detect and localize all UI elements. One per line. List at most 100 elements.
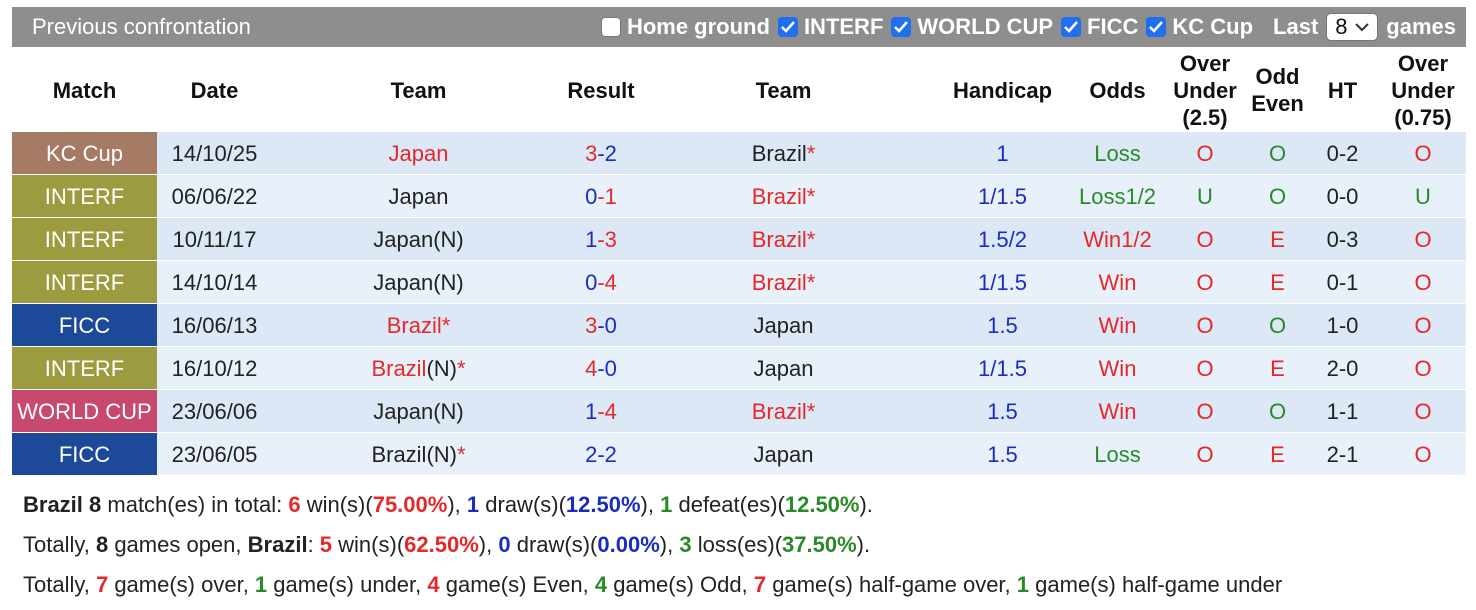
odds-cell: Win <box>1075 303 1160 347</box>
count-value: 8 <box>1335 14 1348 39</box>
summary-text: 12.50% <box>784 492 860 517</box>
games-label: games <box>1386 14 1456 39</box>
score-cell: 1-4 <box>565 389 637 433</box>
team-name: Japan <box>388 140 449 166</box>
home-team-cell: Brazil(N)* <box>272 346 565 390</box>
over-under-cell: O <box>1160 260 1250 304</box>
team-name: Brazil <box>751 398 807 424</box>
filter-label: FICC <box>1087 14 1139 39</box>
results-table: Match Date Team Result Team Handicap Odds Over … <box>12 48 1466 476</box>
team-name: Japan(N) <box>373 226 464 252</box>
table-row: FICC 16/06/13 Brazil* 3-0 Japan 1.5 Win O O 1-0 O <box>12 303 1466 347</box>
over-under-cell: O <box>1160 303 1250 347</box>
odds-cell: Win <box>1075 346 1160 390</box>
check-icon <box>894 21 909 33</box>
summary-text: draw(s)( <box>479 492 566 517</box>
score-cell: 0-1 <box>565 174 637 218</box>
ht-over-under-cell: O <box>1380 432 1466 476</box>
filter[interactable]: WORLD CUP <box>891 14 1053 40</box>
summary-text: games open, <box>108 532 248 557</box>
away-team-cell: Japan <box>637 303 930 347</box>
summary-text: 1 <box>254 572 268 597</box>
checkbox[interactable] <box>777 17 798 37</box>
checkbox[interactable] <box>1061 17 1082 37</box>
ht-cell: 2-0 <box>1305 346 1380 390</box>
column-header: Over Under (0.75) <box>1380 48 1466 132</box>
checkbox[interactable] <box>891 17 912 37</box>
handicap-cell: 1/1.5 <box>930 260 1075 304</box>
odd-even-cell: E <box>1250 260 1305 304</box>
ht-cell: 0-3 <box>1305 217 1380 261</box>
filter[interactable]: INTERF <box>777 14 883 40</box>
filter[interactable]: Home ground <box>600 14 770 40</box>
home-team-cell: Japan <box>272 132 565 175</box>
team-name: Brazil <box>386 312 442 338</box>
away-score: 4 <box>604 398 617 424</box>
summary-text: game(s) half-game over, <box>766 572 1017 597</box>
handicap-cell: 1.5 <box>930 432 1075 476</box>
score-separator: - <box>597 183 605 209</box>
team-mark: * <box>806 140 816 166</box>
team-note: (N) <box>426 355 457 381</box>
summary-line: Brazil 8 match(es) in total: 6 win(s)(75… <box>23 490 1282 530</box>
check-icon <box>781 21 795 33</box>
away-score: 4 <box>604 269 617 295</box>
summary-text: match(es) in total: <box>101 492 289 517</box>
summary-text: Brazil 8 <box>23 492 102 517</box>
summary-text: 0.00% <box>597 532 660 557</box>
ht-cell: 2-1 <box>1305 432 1380 476</box>
handicap-cell: 1 <box>930 132 1075 175</box>
team-mark: * <box>806 226 816 252</box>
score-cell: 1-3 <box>565 217 637 261</box>
score-separator: - <box>597 441 605 467</box>
summary-text: 7 <box>753 572 767 597</box>
odd-even-cell: E <box>1250 346 1305 390</box>
away-score: 2 <box>604 441 617 467</box>
column-header: Date <box>157 48 272 132</box>
team-name: Japan(N) <box>373 269 464 295</box>
summary-text: ), <box>659 532 680 557</box>
date-cell: 23/06/05 <box>157 432 272 476</box>
summary: Brazil 8 match(es) in total: 6 win(s)(75… <box>23 490 1282 610</box>
checkbox[interactable] <box>600 17 621 37</box>
score-separator: - <box>597 355 605 381</box>
team-mark: * <box>806 269 816 295</box>
header-row: Match Date Team Result Team Handicap Odds Over … <box>12 48 1466 132</box>
filter[interactable]: KC Cup <box>1146 14 1253 40</box>
score-cell: 0-4 <box>565 260 637 304</box>
score-cell: 3-2 <box>565 132 637 175</box>
count-select[interactable]: 8 <box>1326 13 1379 41</box>
away-team-cell: Japan <box>637 346 930 390</box>
score-separator: - <box>597 226 605 252</box>
chevron <box>1354 23 1369 32</box>
odds-cell: Loss <box>1075 432 1160 476</box>
over-under-cell: U <box>1160 174 1250 218</box>
team-mark: * <box>457 355 466 381</box>
header-title: Previous confrontation <box>32 14 251 39</box>
home-team-cell: Japan(N) <box>272 260 565 304</box>
team-name: Brazil <box>751 226 807 252</box>
summary-text: game(s) Odd, <box>607 572 754 597</box>
over-under-cell: O <box>1160 389 1250 433</box>
match-cell: WORLD CUP <box>12 389 157 433</box>
team-mark: * <box>441 312 451 338</box>
checkbox[interactable] <box>1146 17 1167 37</box>
summary-text: 7 <box>95 572 109 597</box>
handicap-cell: 1.5 <box>930 303 1075 347</box>
filter[interactable]: FICC <box>1061 14 1138 40</box>
filter-label: Home ground <box>626 14 770 39</box>
away-score: 0 <box>604 312 617 338</box>
summary-text: game(s) under, <box>267 572 428 597</box>
summary-text: loss(es)( <box>691 532 783 557</box>
ht-over-under-cell: O <box>1380 389 1466 433</box>
home-team-cell: Japan(N) <box>272 389 565 433</box>
column-header: Team <box>637 48 930 132</box>
away-score: 0 <box>604 355 617 381</box>
ht-over-under-cell: O <box>1380 260 1466 304</box>
summary-text: Totally, <box>23 532 96 557</box>
table-row: INTERF 14/10/14 Japan(N) 0-4 Brazil* 1/1.5 Win… <box>12 260 1466 304</box>
odd-even-cell: E <box>1250 217 1305 261</box>
handicap-cell: 1/1.5 <box>930 174 1075 218</box>
date-cell: 14/10/14 <box>157 260 272 304</box>
